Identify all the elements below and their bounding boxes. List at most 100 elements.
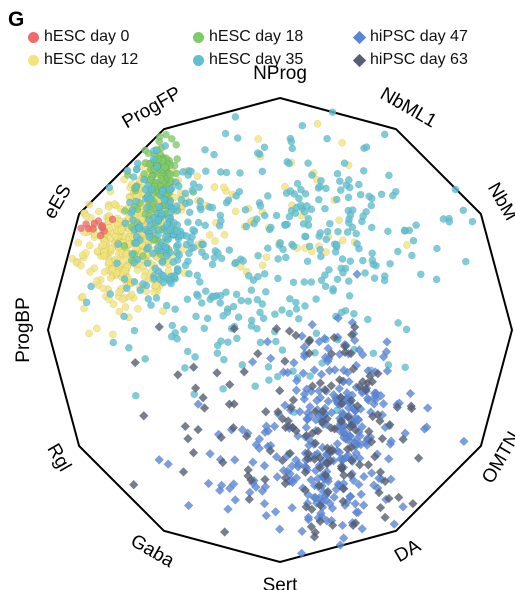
data-point-diamond [346,470,356,481]
data-point-circle [96,231,105,240]
data-point-circle [193,172,202,180]
data-point-diamond [271,452,282,462]
data-point-circle [385,171,393,180]
data-point-circle [262,253,271,262]
data-point-circle [278,306,286,314]
data-point-circle [271,337,280,346]
data-point-circle [129,216,137,224]
data-point-circle [232,258,240,267]
data-point-circle [99,240,107,249]
data-point-circle [359,212,367,220]
data-point-diamond [353,507,364,518]
data-point-circle [254,135,263,143]
data-point-circle [147,301,155,310]
data-point-circle [377,190,386,199]
data-point-circle [256,308,264,317]
vertex-labels: NProgNbML1NbMRNOMTNDASertGabaRglProgBPeE… [13,63,515,590]
data-point-diamond [408,498,418,509]
data-point-circle [157,209,166,218]
data-point-diamond [374,487,384,498]
data-point-diamond [334,383,345,394]
data-point-diamond [287,502,297,513]
data-point-circle [95,207,103,216]
data-point-circle [292,298,300,307]
data-point-circle [195,183,203,192]
data-point-diamond [343,412,353,422]
data-point-diamond [228,479,239,489]
data-point-circle [163,220,171,229]
data-point-diamond [287,461,297,471]
data-point-diamond [247,357,258,367]
data-point-diamond [277,414,288,424]
data-point-circle [253,324,261,333]
data-points [68,108,477,559]
data-point-circle [303,257,312,266]
data-point-diamond [321,458,332,468]
legend-item-hesc-day-18: hESC day 18 [193,28,303,46]
data-point-circle [161,142,170,150]
data-point-diamond [306,521,317,532]
data-point-circle [333,169,342,178]
data-point-circle [169,258,177,266]
data-point-circle [288,144,297,153]
data-point-diamond [368,480,379,491]
data-point-diamond [230,495,241,505]
data-point-circle [216,168,225,176]
data-point-circle [189,180,198,188]
data-point-circle [254,272,262,281]
data-point-circle [93,324,101,333]
data-point-diamond [154,454,165,465]
data-point-circle [111,232,120,241]
legend-label: hESC day 0 [44,28,130,45]
data-point-diamond [383,454,394,464]
data-point-circle [244,271,253,280]
data-point-diamond [274,524,285,535]
data-point-diamond [259,498,270,509]
data-point-diamond [307,319,318,330]
data-point-circle [93,247,102,255]
data-point-circle [247,286,256,295]
data-point-circle [159,307,167,316]
data-point-diamond [305,401,315,412]
data-point-diamond [317,406,328,417]
data-point-circle [216,299,224,307]
data-point-circle [325,265,333,274]
data-point-circle [169,218,178,227]
data-point-diamond [346,348,356,359]
data-point-circle [400,226,409,235]
data-point-circle [329,285,337,293]
data-point-diamond [280,356,290,367]
legend-item-hipsc-day-47: hiPSC day 47 [352,28,468,46]
data-point-circle [224,338,232,347]
data-point-diamond [393,492,404,503]
data-point-circle [445,217,454,226]
data-point-diamond [322,356,333,367]
data-point-circle [339,236,347,245]
data-point-diamond [309,454,320,465]
data-point-circle [127,290,136,299]
data-point-circle [231,207,240,216]
data-point-circle [78,251,87,259]
data-point-diamond [303,453,313,464]
data-point-diamond [382,337,392,347]
data-point-circle [158,187,167,196]
data-point-circle [138,252,147,261]
data-point-circle [128,206,137,214]
data-point-circle [165,185,174,194]
data-point-diamond [344,376,354,387]
data-point-circle [343,228,352,236]
data-point-diamond [303,448,313,459]
data-point-circle [82,212,90,220]
data-point-circle [89,225,97,233]
data-point-diamond [130,357,141,368]
data-point-circle [193,271,202,280]
data-point-circle [350,309,358,318]
data-point-circle [108,265,116,274]
data-point-circle [77,224,85,233]
data-point-circle [203,314,212,323]
data-point-diamond [315,462,326,473]
data-point-diamond [314,480,325,491]
data-point-circle [352,229,361,238]
data-point-circle [118,295,127,304]
data-point-circle [189,226,197,234]
